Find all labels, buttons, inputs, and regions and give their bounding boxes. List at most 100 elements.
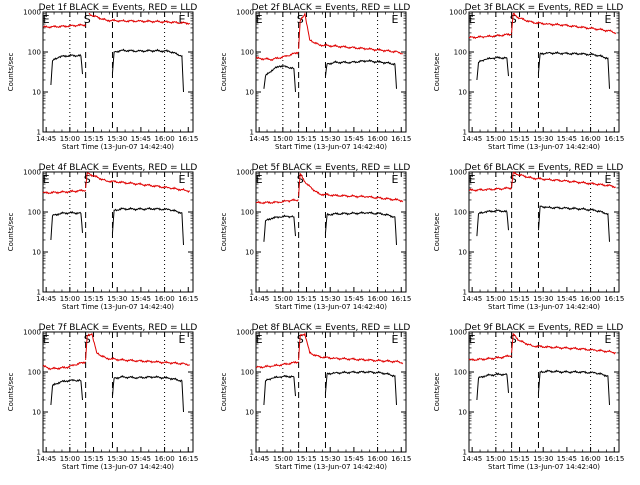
x-axis-label: Start Time (13-Jun-07 14:42:40) <box>275 463 387 471</box>
y-tick-label: 1 <box>250 289 254 297</box>
x-tick-label: 14:45 <box>36 455 56 463</box>
x-tick-label: 15:30 <box>320 455 340 463</box>
chart-panel-9: Det 9f BLACK = Events, RED = LLD 1 10 100 10… <box>433 323 624 471</box>
y-tick-label: 10 <box>32 409 41 417</box>
x-tick-label: 16:00 <box>154 295 174 303</box>
series-black-line <box>112 48 184 93</box>
y-axis-label: Counts/sec <box>7 53 15 92</box>
event-marker-label: E <box>469 333 476 346</box>
series-black-line <box>325 59 397 89</box>
event-marker-label: E <box>391 13 398 26</box>
x-tick-label: 15:15 <box>83 455 103 463</box>
chart-title: Det 7f BLACK = Events, RED = LLD <box>39 323 198 333</box>
x-tick-label: 16:00 <box>580 295 600 303</box>
series-black-line <box>263 214 296 242</box>
x-tick-label: 15:30 <box>533 295 553 303</box>
x-tick-label: 15:30 <box>533 135 553 143</box>
event-marker-label: S <box>510 173 517 186</box>
series-red-line <box>298 172 404 203</box>
event-marker-label: E <box>604 13 611 26</box>
series-red-line <box>511 332 616 355</box>
x-tick-label: 16:15 <box>391 455 411 463</box>
y-tick-label: 1 <box>250 449 254 457</box>
x-axis-label: Start Time (13-Jun-07 14:42:40) <box>488 303 600 311</box>
y-tick-label: 1000 <box>449 169 467 177</box>
plot-frame <box>42 11 194 133</box>
plot-frame <box>468 331 620 453</box>
plot-frame <box>42 331 194 453</box>
chart-panel-8: Det 8f BLACK = Events, RED = LLD 1 10 100 10… <box>220 323 411 471</box>
event-marker-label: E <box>256 13 263 26</box>
event-marker-label: E <box>43 333 50 346</box>
x-tick-label: 15:15 <box>83 295 103 303</box>
y-tick-label: 100 <box>454 49 467 57</box>
plot-frame <box>255 171 407 293</box>
event-marker-label: E <box>469 13 476 26</box>
x-axis-label: Start Time (13-Jun-07 14:42:40) <box>62 463 174 471</box>
series-black-line <box>263 374 296 406</box>
x-axis-label: Start Time (13-Jun-07 14:42:40) <box>62 143 174 151</box>
y-tick-label: 1 <box>463 129 467 137</box>
y-axis-label: Counts/sec <box>220 53 228 92</box>
chart-panel-6: Det 6f BLACK = Events, RED = LLD 1 10 100 10… <box>433 163 624 311</box>
chart-panel-3: Det 3f BLACK = Events, RED = LLD 1 10 100 10… <box>433 3 624 151</box>
x-tick-label: 15:00 <box>60 135 80 143</box>
y-tick-label: 100 <box>241 209 254 217</box>
event-marker-label: E <box>604 333 611 346</box>
y-tick-label: 100 <box>454 369 467 377</box>
series-black-line <box>263 64 296 93</box>
x-tick-label: 16:15 <box>391 135 411 143</box>
y-tick-label: 1000 <box>236 169 254 177</box>
x-tick-label: 15:45 <box>131 455 151 463</box>
series-black-line <box>476 372 509 401</box>
event-marker-label: E <box>178 333 185 346</box>
x-tick-label: 15:00 <box>486 295 506 303</box>
chart-title: Det 3f BLACK = Events, RED = LLD <box>465 3 624 13</box>
x-tick-label: 15:30 <box>107 135 127 143</box>
y-tick-label: 1000 <box>23 329 41 337</box>
y-tick-label: 1 <box>463 449 467 457</box>
x-tick-label: 16:00 <box>154 135 174 143</box>
y-axis-label: Counts/sec <box>7 213 15 252</box>
event-marker-label: S <box>84 173 91 186</box>
chart-title: Det 8f BLACK = Events, RED = LLD <box>252 323 411 333</box>
y-axis-label: Counts/sec <box>433 213 441 252</box>
x-tick-label: 15:15 <box>509 295 529 303</box>
x-tick-label: 15:00 <box>60 295 80 303</box>
x-tick-label: 16:15 <box>391 295 411 303</box>
x-tick-label: 16:00 <box>367 135 387 143</box>
event-marker-label: E <box>43 13 50 26</box>
plot-frame <box>255 331 407 453</box>
chart-title: Det 5f BLACK = Events, RED = LLD <box>252 163 411 173</box>
x-axis-label: Start Time (13-Jun-07 14:42:40) <box>275 143 387 151</box>
event-marker-label: S <box>510 13 517 26</box>
chart-title: Det 4f BLACK = Events, RED = LLD <box>39 163 198 173</box>
x-tick-label: 15:45 <box>131 135 151 143</box>
x-axis-label: Start Time (13-Jun-07 14:42:40) <box>488 463 600 471</box>
event-marker-label: E <box>469 173 476 186</box>
x-tick-label: 16:15 <box>178 455 198 463</box>
y-tick-label: 1 <box>37 289 41 297</box>
y-tick-label: 10 <box>32 89 41 97</box>
series-red-line <box>42 361 86 371</box>
y-tick-label: 1000 <box>449 9 467 17</box>
series-black-line <box>476 56 509 81</box>
x-tick-label: 15:15 <box>509 135 529 143</box>
y-tick-label: 10 <box>245 89 254 97</box>
x-axis-label: Start Time (13-Jun-07 14:42:40) <box>488 143 600 151</box>
x-tick-label: 16:00 <box>580 135 600 143</box>
chart-panel-2: Det 2f BLACK = Events, RED = LLD 1 10 100 10… <box>220 3 411 151</box>
event-marker-label: E <box>604 173 611 186</box>
x-tick-label: 15:30 <box>107 295 127 303</box>
series-black-line <box>476 209 509 237</box>
x-tick-label: 15:00 <box>486 455 506 463</box>
y-tick-label: 100 <box>454 209 467 217</box>
x-tick-label: 15:00 <box>486 135 506 143</box>
y-tick-label: 100 <box>28 369 41 377</box>
x-tick-label: 16:15 <box>604 455 624 463</box>
x-tick-label: 15:30 <box>107 455 127 463</box>
event-marker-label: S <box>297 13 304 26</box>
x-tick-label: 16:15 <box>178 295 198 303</box>
chart-title: Det 1f BLACK = Events, RED = LLD <box>39 3 198 13</box>
